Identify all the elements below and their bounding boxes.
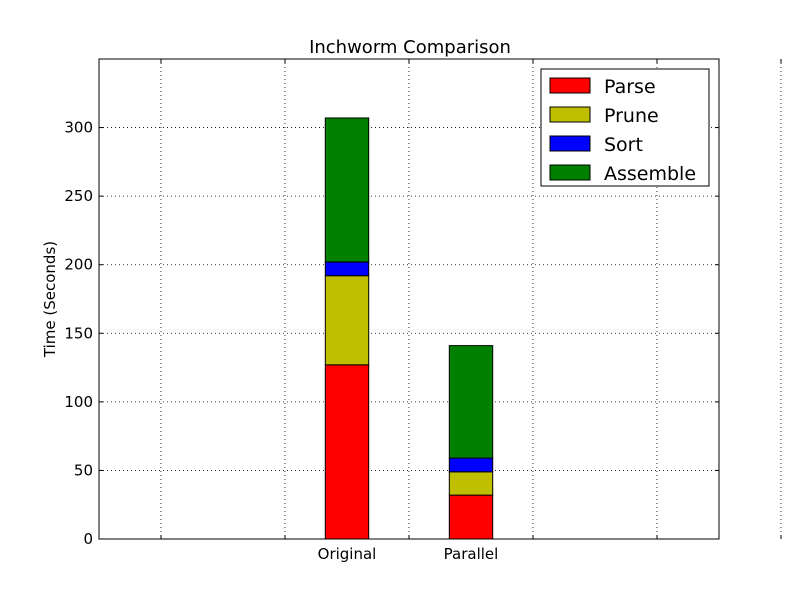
bar-parse-parallel bbox=[448, 494, 494, 540]
legend: Parse Prune Sort Assemble bbox=[540, 68, 710, 187]
legend-swatch bbox=[549, 106, 591, 123]
legend-label: Prune bbox=[604, 105, 659, 127]
y-tick-label: 150 bbox=[64, 324, 93, 342]
x-tick-label: Original bbox=[318, 545, 377, 563]
bar-prune-parallel bbox=[448, 471, 494, 496]
y-tick-label: 0 bbox=[83, 530, 93, 548]
y-tick-label: 300 bbox=[64, 119, 93, 137]
chart-title: Inchworm Comparison bbox=[309, 37, 511, 58]
bar-sort-original bbox=[324, 261, 370, 277]
bar-assemble-original bbox=[324, 117, 370, 263]
bar-prune-original bbox=[324, 275, 370, 366]
y-tick-label: 200 bbox=[64, 256, 93, 274]
legend-label: Parse bbox=[604, 76, 656, 98]
grid-lines bbox=[99, 59, 782, 539]
x-tick-label: Parallel bbox=[444, 545, 499, 563]
bars-group bbox=[324, 117, 494, 540]
y-tick-label: 250 bbox=[64, 187, 93, 205]
legend-swatch bbox=[549, 135, 591, 152]
legend-label: Assemble bbox=[604, 163, 696, 185]
axis-ticks: 0 50 100 150 200 250 300 Original Parallel bbox=[64, 59, 782, 563]
legend-swatch bbox=[549, 77, 591, 94]
y-tick-label: 100 bbox=[64, 393, 93, 411]
y-axis-label: Time (Seconds) bbox=[41, 241, 59, 358]
bar-parse-original bbox=[324, 364, 370, 540]
bar-sort-parallel bbox=[448, 457, 494, 473]
legend-label: Sort bbox=[604, 134, 643, 156]
legend-swatch bbox=[549, 164, 591, 181]
y-tick-label: 50 bbox=[74, 461, 93, 479]
bar-assemble-parallel bbox=[448, 345, 494, 459]
